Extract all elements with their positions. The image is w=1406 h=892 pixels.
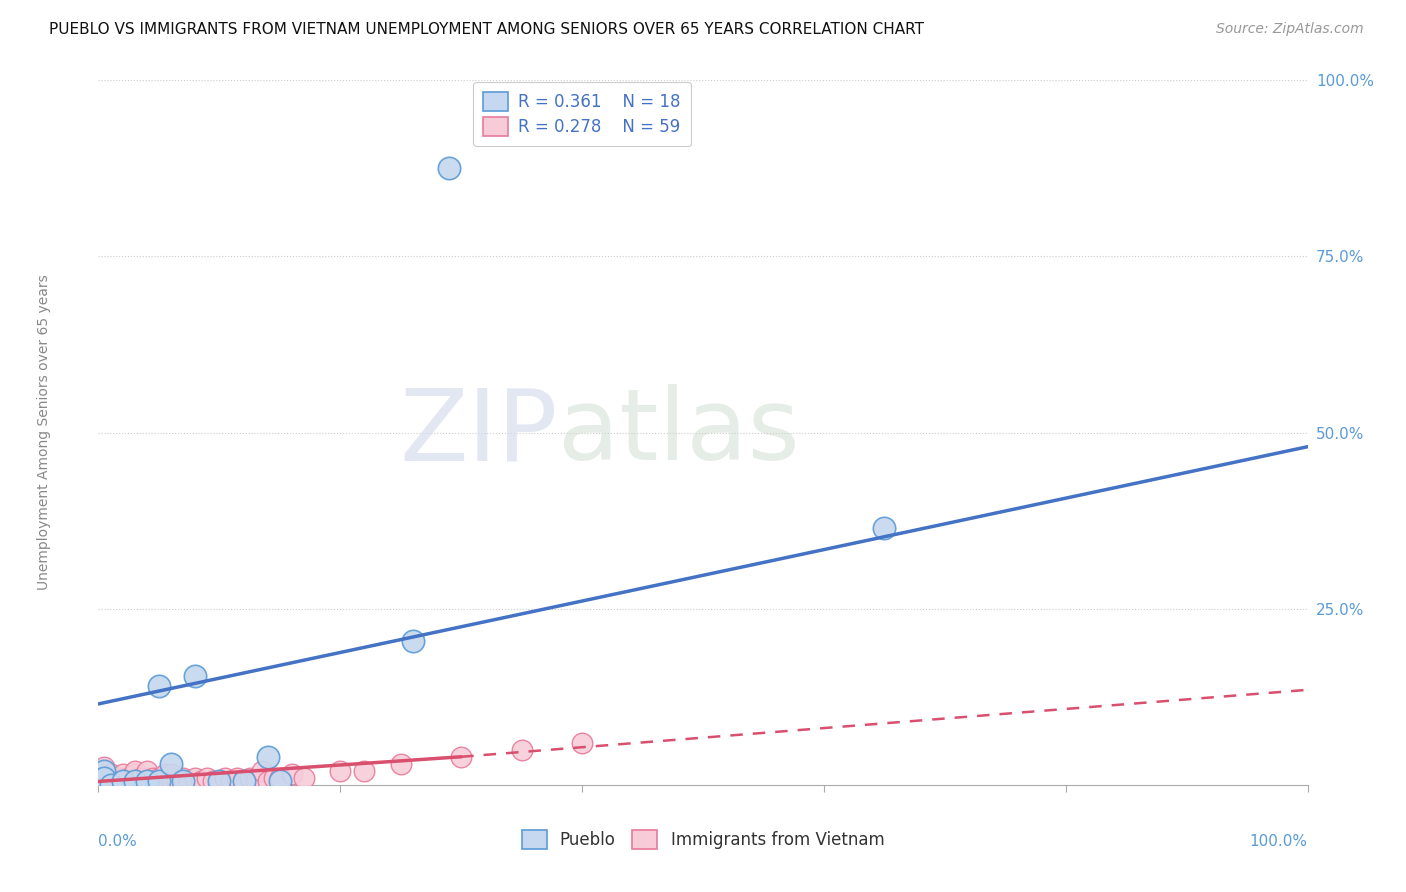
Point — [148, 774, 170, 789]
Point — [93, 771, 115, 785]
Point — [263, 771, 285, 785]
Text: 0.0%: 0.0% — [98, 834, 138, 849]
Point — [179, 774, 201, 789]
Point — [87, 774, 110, 789]
Point — [118, 774, 141, 789]
Point — [190, 774, 212, 789]
Point — [172, 774, 194, 789]
Text: atlas: atlas — [558, 384, 800, 481]
Text: Unemployment Among Seniors over 65 years: Unemployment Among Seniors over 65 years — [37, 275, 51, 591]
Point — [93, 764, 115, 778]
Point — [353, 764, 375, 778]
Point — [153, 767, 176, 781]
Point — [269, 774, 291, 789]
Point — [100, 767, 122, 781]
Point — [184, 771, 207, 785]
Point — [129, 771, 152, 785]
Point — [93, 760, 115, 774]
Point — [124, 774, 146, 789]
Point — [142, 771, 165, 785]
Text: PUEBLO VS IMMIGRANTS FROM VIETNAM UNEMPLOYMENT AMONG SENIORS OVER 65 YEARS CORRE: PUEBLO VS IMMIGRANTS FROM VIETNAM UNEMPL… — [49, 22, 924, 37]
Point — [208, 774, 231, 789]
Point — [437, 161, 460, 176]
Point — [111, 774, 134, 789]
Point — [221, 774, 243, 789]
Point — [239, 771, 262, 785]
Point — [148, 771, 170, 785]
Point — [402, 633, 425, 648]
Point — [105, 771, 128, 785]
Point — [184, 669, 207, 683]
Point — [124, 774, 146, 789]
Point — [148, 774, 170, 789]
Point — [571, 736, 593, 750]
Point — [111, 771, 134, 785]
Point — [153, 774, 176, 789]
Point — [250, 764, 273, 778]
Point — [256, 749, 278, 764]
Point — [329, 764, 352, 778]
Point — [111, 767, 134, 781]
Point — [118, 771, 141, 785]
Text: Source: ZipAtlas.com: Source: ZipAtlas.com — [1216, 22, 1364, 37]
Legend: Pueblo, Immigrants from Vietnam: Pueblo, Immigrants from Vietnam — [513, 822, 893, 858]
Point — [195, 771, 218, 785]
Point — [256, 774, 278, 789]
Point — [148, 679, 170, 693]
Point — [135, 771, 157, 785]
Point — [135, 774, 157, 789]
Point — [93, 764, 115, 778]
Point — [100, 771, 122, 785]
Text: ZIP: ZIP — [399, 384, 558, 481]
Point — [129, 774, 152, 789]
Point — [214, 771, 236, 785]
Point — [160, 756, 183, 771]
Point — [202, 774, 225, 789]
Point — [124, 771, 146, 785]
Point — [245, 774, 267, 789]
Point — [124, 764, 146, 778]
Point — [389, 756, 412, 771]
Point — [93, 767, 115, 781]
Point — [172, 771, 194, 785]
Point — [105, 774, 128, 789]
Point — [135, 764, 157, 778]
Point — [111, 774, 134, 789]
Point — [160, 771, 183, 785]
Point — [510, 742, 533, 756]
Point — [232, 774, 254, 789]
Point — [208, 774, 231, 789]
Point — [124, 767, 146, 781]
Point — [93, 771, 115, 785]
Point — [100, 774, 122, 789]
Point — [142, 774, 165, 789]
Point — [100, 778, 122, 792]
Point — [226, 771, 249, 785]
Point — [269, 771, 291, 785]
Point — [450, 749, 472, 764]
Point — [160, 767, 183, 781]
Point — [873, 521, 896, 535]
Point — [93, 774, 115, 789]
Point — [232, 774, 254, 789]
Point — [281, 767, 304, 781]
Point — [135, 774, 157, 789]
Point — [292, 771, 315, 785]
Text: 100.0%: 100.0% — [1250, 834, 1308, 849]
Point — [166, 774, 188, 789]
